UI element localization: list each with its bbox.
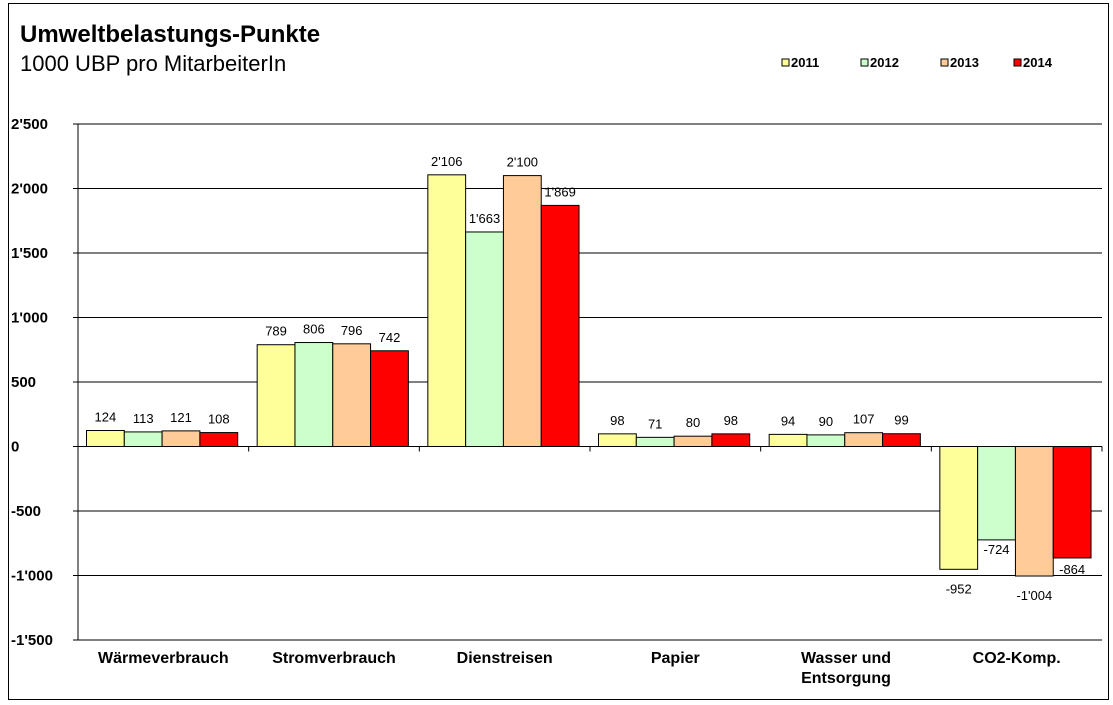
chart-svg: Umweltbelastungs-Punkte 1000 UBP pro Mit… <box>11 21 1103 687</box>
bar <box>844 432 884 447</box>
y-tick-label: 1'000 <box>11 310 48 327</box>
y-tick-label: -500 <box>11 503 41 520</box>
bar <box>673 435 713 447</box>
data-labels: 124 113 121 108 789 806 796 742 2'106 1'663 2'100 1… <box>95 154 1086 603</box>
data-label: -952 <box>946 581 972 596</box>
data-label: 90 <box>819 414 833 429</box>
x-axis-labels: Wärmeverbrauch Stromverbrauch Dienstreisen… <box>98 650 1061 687</box>
data-label: 94 <box>781 413 795 428</box>
axes <box>77 124 1103 640</box>
bar <box>86 430 125 447</box>
bars <box>86 174 1092 577</box>
data-label: 98 <box>610 413 624 428</box>
chart-subtitle: 1000 UBP pro MitarbeiterIn <box>20 51 286 76</box>
data-label: 80 <box>686 415 700 430</box>
category-label: Stromverbrauch <box>272 650 396 667</box>
y-tick-label: -1'000 <box>11 568 53 585</box>
data-label: 108 <box>208 412 230 427</box>
legend-swatch <box>940 58 949 67</box>
data-label: 789 <box>265 324 287 339</box>
data-label: -1'004 <box>1016 588 1052 603</box>
bar <box>806 434 846 448</box>
bar <box>199 432 239 447</box>
category-label: CO2-Komp. <box>973 650 1061 667</box>
data-label: 2'100 <box>507 155 538 170</box>
data-label: 99 <box>894 413 908 428</box>
data-label: 113 <box>133 411 154 426</box>
chart-title: Umweltbelastungs-Punkte <box>20 21 320 48</box>
data-label: -724 <box>984 542 1010 557</box>
bar <box>161 430 201 447</box>
bar <box>332 343 372 448</box>
legend-swatch <box>781 58 790 67</box>
category-label: Wasser und <box>801 650 891 667</box>
legend-label: 2012 <box>870 55 899 70</box>
bar <box>427 174 467 448</box>
bar <box>256 344 296 447</box>
data-label: 121 <box>170 410 192 425</box>
bar <box>882 433 921 448</box>
data-label: 98 <box>724 413 738 428</box>
data-label: 742 <box>379 330 401 345</box>
y-tick-label: -1'500 <box>11 632 53 649</box>
bar <box>711 433 751 448</box>
data-label: 1'869 <box>544 184 575 199</box>
bar <box>1014 446 1054 577</box>
data-label: 124 <box>95 410 117 425</box>
legend-swatch <box>1013 58 1022 67</box>
data-label: 806 <box>303 322 325 337</box>
y-tick-label: 2'000 <box>11 181 48 198</box>
category-label: Wärmeverbrauch <box>98 650 229 667</box>
bar <box>768 433 808 447</box>
bar <box>370 350 409 448</box>
bar <box>1052 446 1092 559</box>
chart-frame: Umweltbelastungs-Punkte 1000 UBP pro Mit… <box>8 3 1109 700</box>
category-label: Papier <box>651 650 700 667</box>
data-label: 1'663 <box>469 211 500 226</box>
y-tick-label: 2'500 <box>11 116 48 133</box>
bar <box>502 175 542 447</box>
legend-label: 2014 <box>1023 55 1053 70</box>
bar <box>598 433 637 448</box>
bar <box>540 204 580 447</box>
bar <box>635 436 675 448</box>
category-label: Entsorgung <box>801 670 891 687</box>
bar <box>123 431 163 448</box>
legend-label: 2013 <box>950 55 979 70</box>
y-tick-label: 500 <box>11 374 36 391</box>
legend: 2011 2012 2013 2014 <box>781 55 1053 70</box>
bar <box>977 446 1016 541</box>
bar <box>939 446 979 570</box>
bar <box>294 342 334 447</box>
y-axis-labels: -1'500 -1'000 -500 0 500 1'000 1'500 2'000 2'500 <box>11 116 53 649</box>
data-label: 71 <box>648 416 662 431</box>
y-tick-label: 1'500 <box>11 245 48 262</box>
data-label: 796 <box>341 323 363 338</box>
bar <box>465 231 504 447</box>
category-label: Dienstreisen <box>457 650 553 667</box>
legend-swatch <box>860 58 869 67</box>
data-label: 107 <box>853 412 875 427</box>
legend-label: 2011 <box>791 55 819 70</box>
y-tick-label: 0 <box>11 439 19 456</box>
data-label: 2'106 <box>431 154 462 169</box>
data-label: -864 <box>1059 562 1085 577</box>
